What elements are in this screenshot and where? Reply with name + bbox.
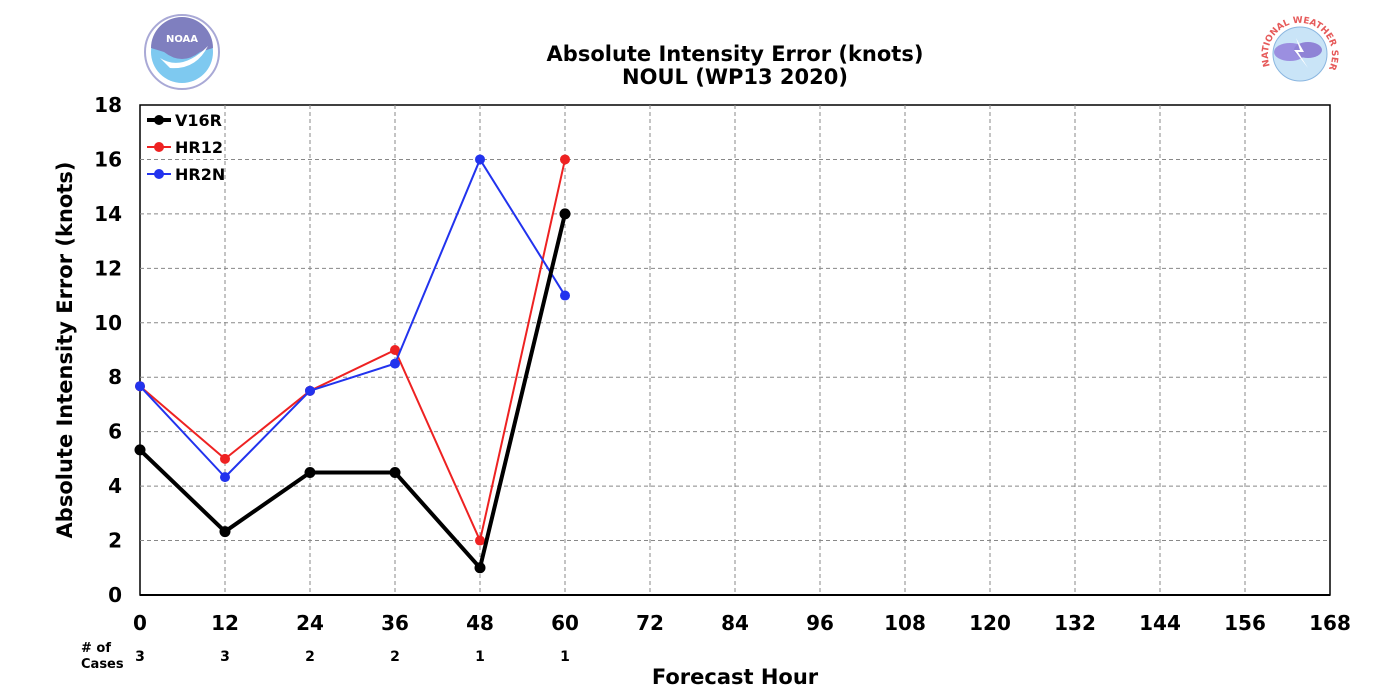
data-point-v16r (219, 526, 231, 538)
data-point-hr2n (220, 472, 230, 483)
y-tick-label: 16 (94, 147, 122, 171)
series-line-v16r (138, 213, 567, 570)
x-tick-label: 84 (721, 611, 749, 635)
series-line-hr12 (139, 159, 566, 542)
x-tick-label: 24 (296, 611, 324, 635)
x-tick-label: 60 (551, 611, 579, 635)
data-point-hr12 (220, 453, 230, 464)
case-count: 1 (475, 649, 485, 665)
x-tick-label: 36 (381, 611, 409, 635)
case-count: 2 (305, 649, 315, 665)
case-count: 2 (390, 649, 400, 665)
y-tick-label: 8 (108, 365, 122, 389)
y-tick-label: 2 (108, 529, 122, 553)
y-axis-label: Absolute Intensity Error (knots) (53, 162, 77, 539)
data-point-hr2n (560, 290, 570, 301)
chart-subtitle: NOUL (WP13 2020) (622, 65, 848, 89)
data-point-hr2n (305, 385, 315, 396)
axes: 0 12 24 36 48 60 72 84 96 108 120 132 144 156 16802468… (94, 93, 1351, 635)
legend-marker-hr12 (154, 142, 164, 152)
x-tick-label: 144 (1139, 611, 1181, 635)
cases-row: 3 3 2 2 1 1 (135, 649, 570, 665)
data-point-v16r (389, 467, 401, 478)
y-tick-label: 14 (94, 202, 122, 226)
x-tick-label: 168 (1309, 611, 1351, 635)
x-tick-label: 48 (466, 611, 494, 635)
case-count: 1 (560, 649, 570, 665)
noaa-logo: NOAA (144, 14, 220, 90)
x-tick-label: 72 (636, 611, 664, 635)
legend: V16R HR12 HR2N (147, 111, 225, 184)
data-point-v16r (474, 562, 486, 574)
noaa-logo-text: NOAA (166, 34, 198, 45)
data-point-hr12 (390, 345, 400, 355)
y-tick-label: 0 (108, 583, 122, 607)
x-tick-label: 132 (1054, 611, 1096, 635)
legend-marker-hr2n (154, 169, 164, 179)
x-tick-label: 12 (211, 611, 239, 635)
series (134, 154, 571, 574)
legend-marker-v16r (154, 115, 164, 125)
x-tick-label: 0 (133, 611, 147, 635)
cases-header-1: # of (81, 641, 111, 656)
legend-label-hr12: HR12 (175, 138, 223, 157)
data-point-hr2n (135, 381, 145, 392)
data-point-v16r (559, 208, 571, 220)
chart-title: Absolute Intensity Error (knots) (547, 42, 924, 66)
data-point-v16r (304, 467, 316, 478)
x-tick-label: 156 (1224, 611, 1266, 635)
y-tick-label: 18 (94, 93, 122, 117)
series-line-hr2n (139, 158, 566, 479)
y-tick-label: 12 (94, 256, 122, 280)
y-tick-label: 4 (108, 474, 122, 498)
data-point-hr2n (475, 154, 485, 165)
y-tick-label: 10 (94, 311, 122, 335)
x-axis-label: Forecast Hour (652, 665, 819, 689)
cases-header-2: Cases (81, 657, 124, 672)
x-tick-label: 108 (884, 611, 926, 635)
data-point-hr12 (560, 154, 570, 165)
case-count: 3 (220, 649, 230, 665)
x-tick-label: 96 (806, 611, 834, 635)
y-tick-label: 6 (108, 420, 122, 444)
case-count: 3 (135, 649, 145, 665)
legend-label-v16r: V16R (175, 111, 222, 130)
data-point-hr2n (390, 358, 400, 369)
x-tick-label: 120 (969, 611, 1011, 635)
data-point-v16r (134, 444, 146, 456)
data-point-hr12 (475, 535, 485, 546)
legend-label-hr2n: HR2N (175, 165, 225, 184)
